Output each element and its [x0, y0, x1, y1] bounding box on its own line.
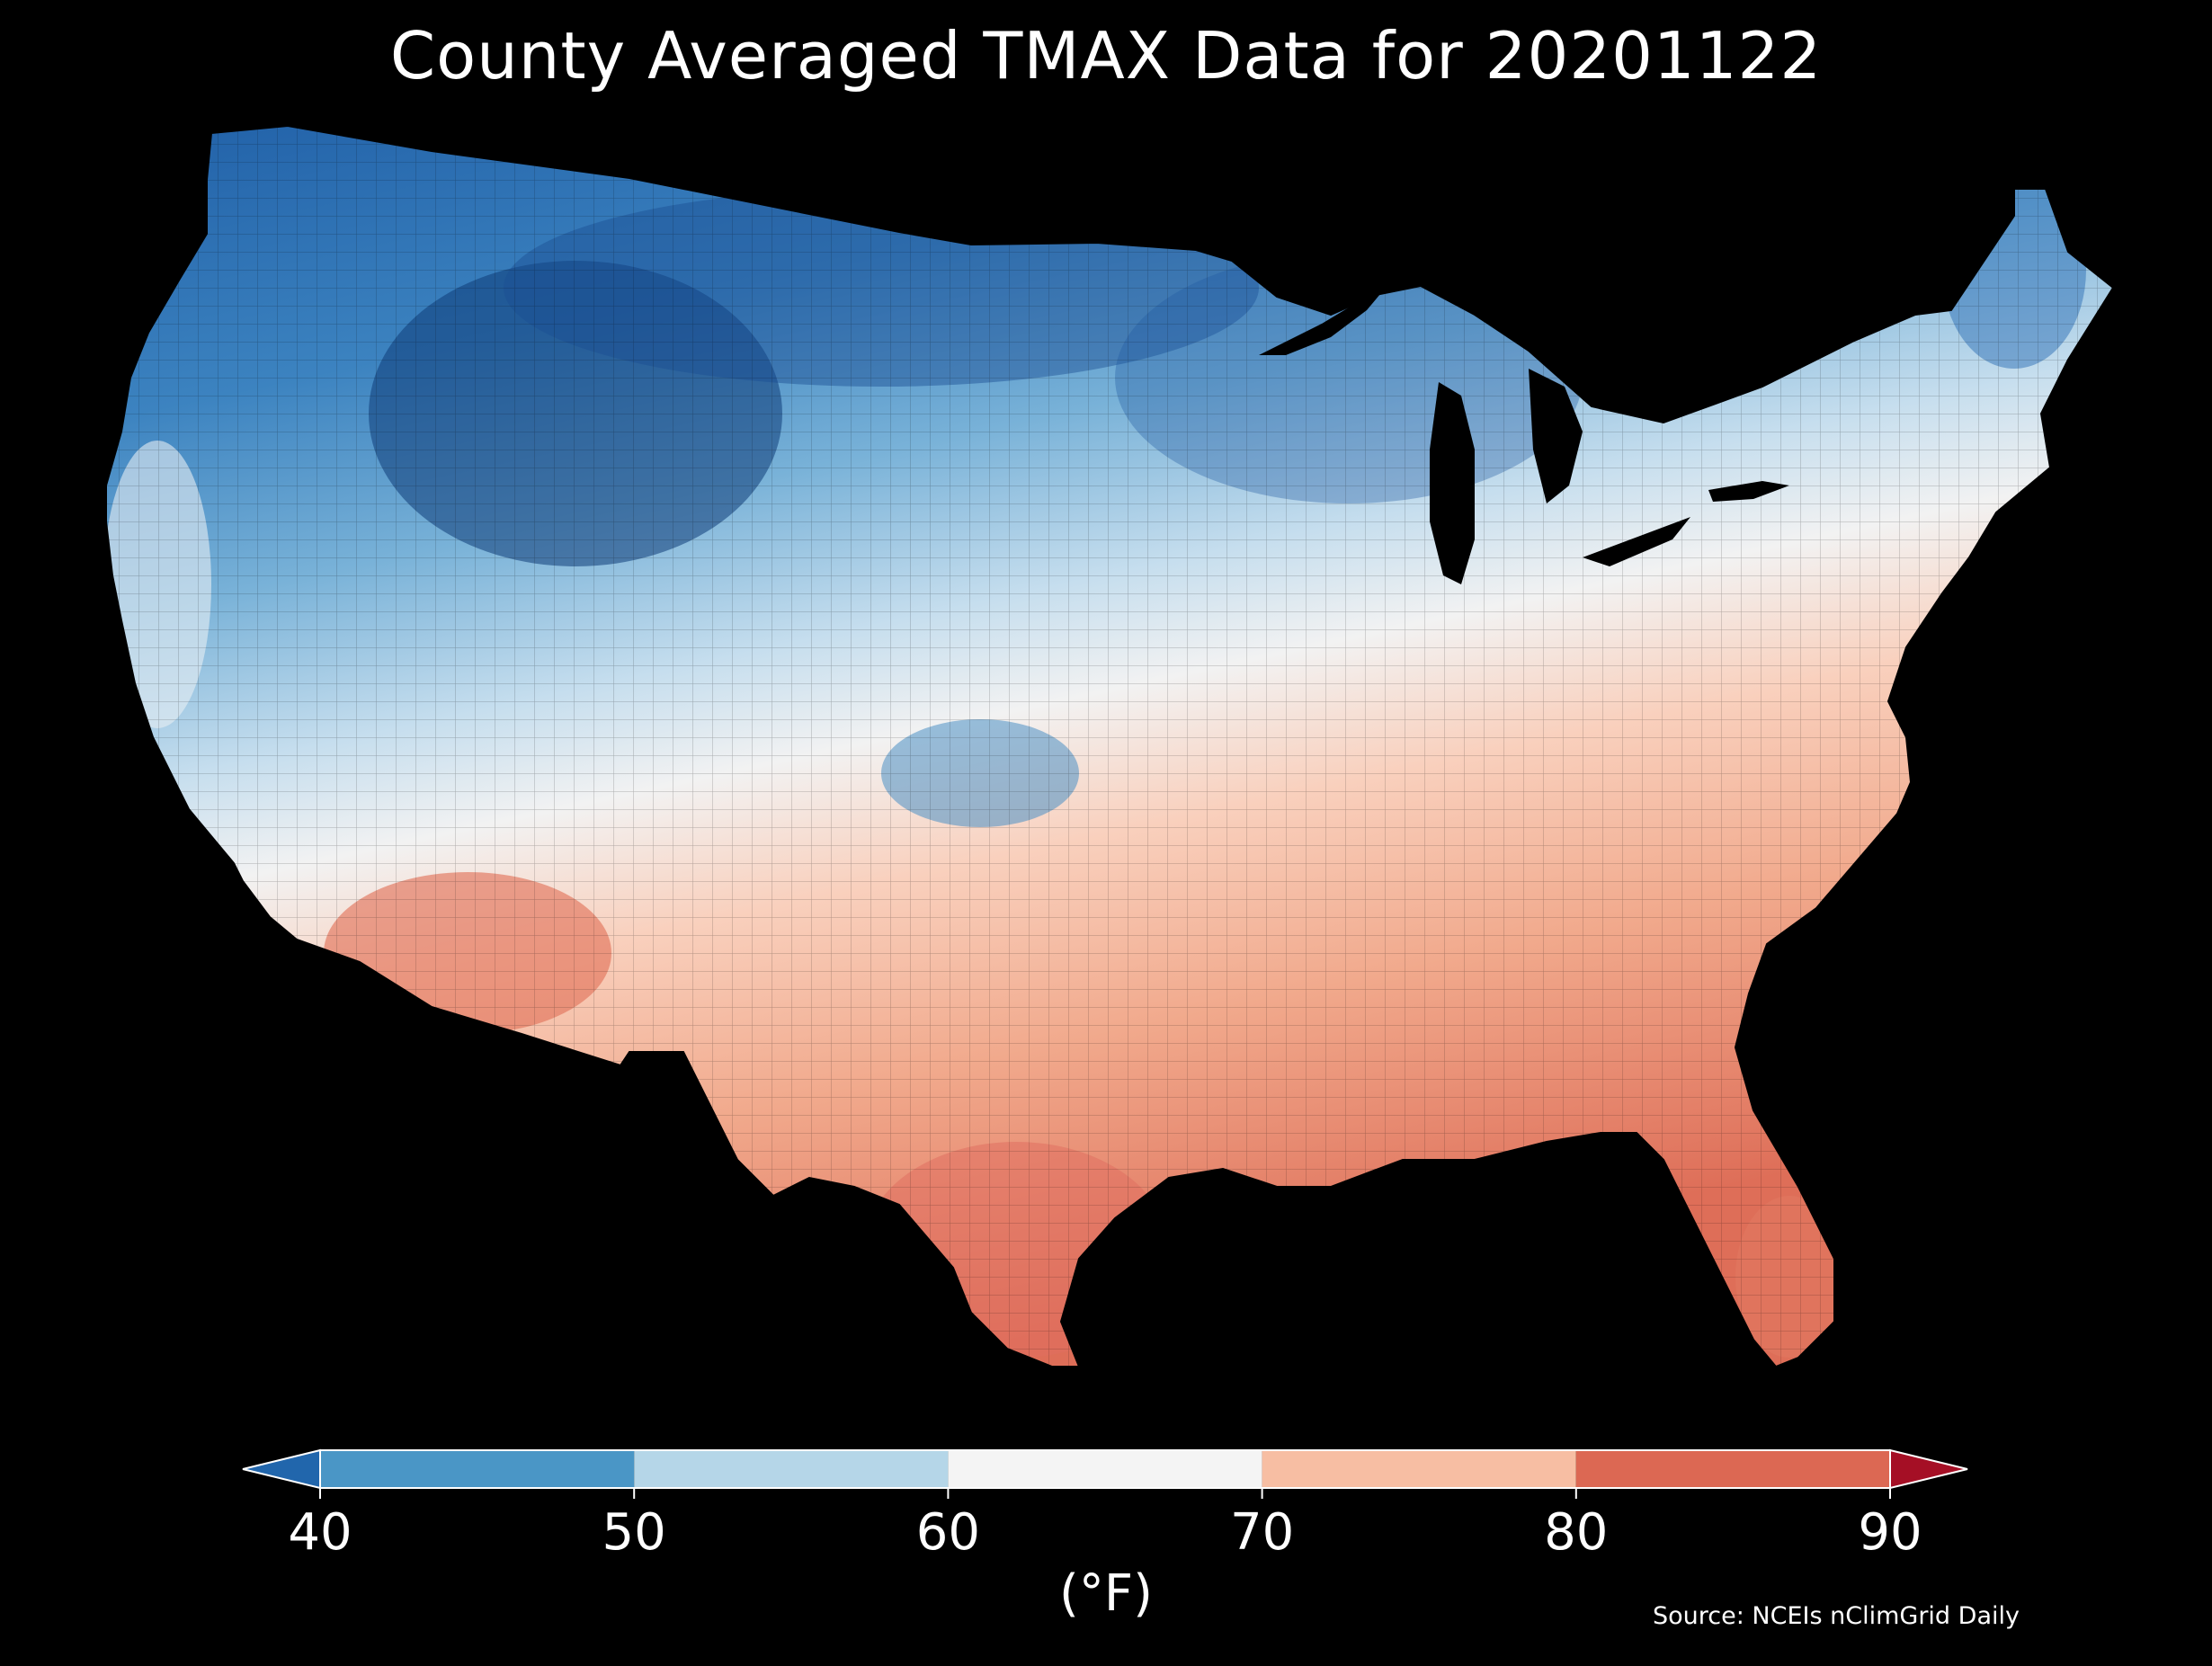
colorbar-tick-label: 40 — [288, 1503, 352, 1562]
colorbar-unit-label: (°F) — [1059, 1564, 1153, 1623]
lake-erie — [1583, 517, 1690, 566]
colorbar-tick-label: 50 — [602, 1503, 666, 1562]
colorbar-bin-4 — [1575, 1450, 1890, 1488]
colorbar-under-arrow — [242, 1448, 321, 1490]
map-title: County Averaged TMAX Data for 20201122 — [389, 18, 1823, 94]
colorbar-bin-2 — [948, 1450, 1262, 1488]
colorbar-over-arrow — [1889, 1448, 1968, 1490]
colorbar-bin-0 — [320, 1450, 635, 1488]
lake-huron — [1529, 369, 1583, 503]
colorbar-bin-3 — [1262, 1450, 1576, 1488]
colorbar-bin-1 — [634, 1450, 949, 1488]
colorbar-tick-label: 60 — [915, 1503, 981, 1562]
lake-michigan — [1430, 382, 1475, 584]
lake-ontario — [1708, 481, 1789, 502]
source-credit: Source: NCEIs nClimGrid Daily — [1653, 1602, 2020, 1630]
colorbar-tick-label: 80 — [1544, 1503, 1609, 1562]
colorbar-tick-label: 90 — [1858, 1503, 1922, 1562]
colorbar-frame — [319, 1449, 1891, 1489]
colorbar-tick-label: 70 — [1229, 1503, 1295, 1562]
great-lakes — [1259, 283, 1789, 584]
